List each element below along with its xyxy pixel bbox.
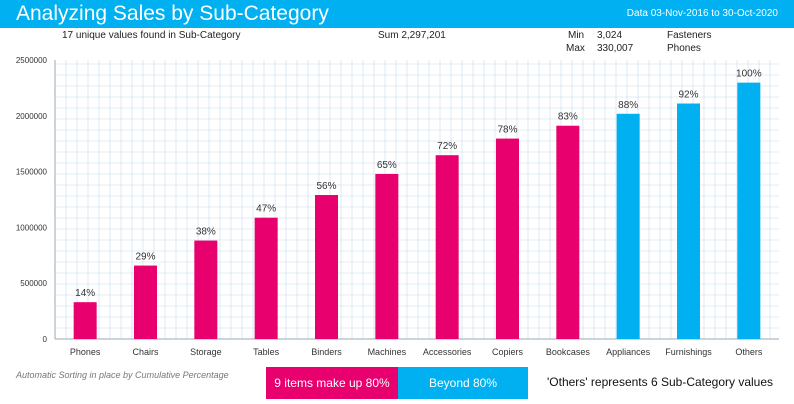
data-label: 92% bbox=[678, 90, 698, 101]
page-title: Analyzing Sales by Sub-Category bbox=[16, 2, 329, 25]
x-tick-label: Phones bbox=[70, 347, 101, 357]
x-tick-label: Others bbox=[735, 347, 763, 357]
y-tick-label: 0 bbox=[43, 335, 48, 344]
date-range: Data 03-Nov-2016 to 30-Oct-2020 bbox=[626, 8, 778, 19]
data-label: 29% bbox=[135, 252, 155, 263]
plot-area bbox=[55, 60, 779, 339]
data-label: 83% bbox=[558, 112, 578, 123]
title-bar: Analyzing Sales by Sub-Category Data 03-… bbox=[0, 0, 794, 28]
max-value: 330,007 bbox=[597, 43, 634, 54]
x-tick-label: Binders bbox=[311, 347, 342, 357]
x-tick-label: Storage bbox=[190, 347, 222, 357]
sum-text: Sum 2,297,201 bbox=[378, 30, 446, 41]
data-label: 47% bbox=[256, 204, 276, 215]
beyond-80-legend-box: Beyond 80% bbox=[398, 367, 528, 399]
bar-appliances bbox=[616, 113, 640, 339]
within-80-legend-box: 9 items make up 80% bbox=[266, 367, 398, 399]
y-tick-label: 2000000 bbox=[16, 112, 48, 121]
x-tick-label: Chairs bbox=[132, 347, 159, 357]
data-label: 38% bbox=[196, 227, 216, 238]
bar-accessories bbox=[435, 155, 459, 339]
bar-phones bbox=[73, 302, 97, 339]
x-tick-label: Copiers bbox=[492, 347, 524, 357]
bar-tables bbox=[254, 217, 278, 339]
bar-copiers bbox=[496, 138, 519, 339]
min-category: Fasteners bbox=[667, 30, 712, 41]
data-label: 65% bbox=[377, 160, 397, 171]
data-label: 88% bbox=[618, 100, 638, 111]
max-label: Max bbox=[566, 43, 585, 54]
data-label: 72% bbox=[437, 141, 457, 152]
min-value: 3,024 bbox=[597, 30, 623, 41]
data-label: 78% bbox=[497, 125, 517, 136]
data-label: 56% bbox=[316, 181, 336, 192]
max-category: Phones bbox=[667, 43, 701, 54]
x-tick-label: Furnishings bbox=[665, 347, 712, 357]
data-label: 100% bbox=[736, 69, 762, 80]
bar-bookcases bbox=[556, 125, 580, 340]
bar-storage bbox=[194, 240, 218, 339]
x-tick-label: Bookcases bbox=[546, 347, 591, 357]
bar-furnishings bbox=[677, 103, 700, 339]
x-tick-label: Machines bbox=[368, 347, 407, 357]
bar-chairs bbox=[134, 265, 157, 339]
y-tick-label: 2500000 bbox=[16, 56, 48, 65]
x-tick-label: Tables bbox=[253, 347, 280, 357]
unique-values-text: 17 unique values found in Sub-Category bbox=[62, 30, 241, 41]
y-tick-label: 1500000 bbox=[16, 168, 48, 177]
bar-binders bbox=[315, 195, 338, 339]
bar-machines bbox=[375, 173, 399, 339]
x-tick-label: Appliances bbox=[606, 347, 651, 357]
others-note: 'Others' represents 6 Sub-Category value… bbox=[547, 375, 774, 389]
data-label: 14% bbox=[75, 288, 95, 299]
bar-others bbox=[737, 82, 761, 339]
min-label: Min bbox=[568, 30, 585, 41]
y-tick-label: 1000000 bbox=[16, 223, 48, 232]
sorting-note: Automatic Sorting in place by Cumulative… bbox=[16, 370, 229, 380]
x-tick-label: Accessories bbox=[423, 347, 472, 357]
y-tick-label: 500000 bbox=[20, 279, 47, 288]
